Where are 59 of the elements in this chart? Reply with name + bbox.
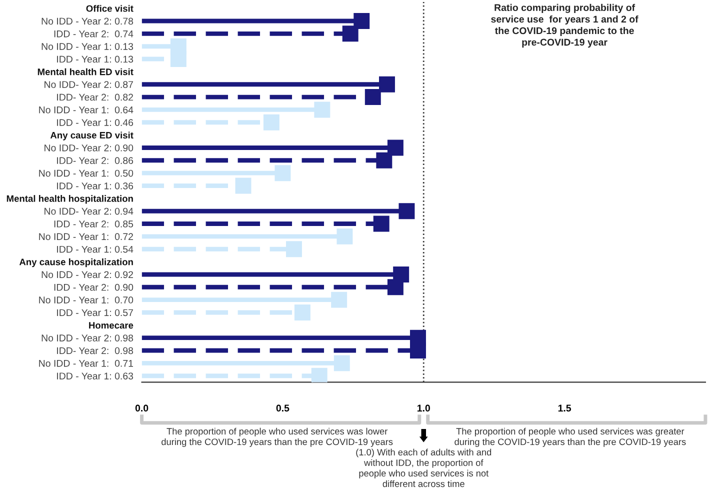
y-tick-label: IDD - Year 1: 0.54 (57, 246, 134, 253)
point (379, 76, 395, 92)
y-tick-label: IDD - Year 1: 0.63 (57, 372, 134, 380)
y-tick-label: Mental health ED visit (38, 68, 134, 76)
y-tick-label: No IDD - Year 2: 0.98 (42, 334, 134, 342)
y-tick-label: Mental health hospitalization (6, 195, 133, 204)
point (235, 178, 252, 194)
point (376, 152, 392, 168)
text: The proportion of people who used services was greater during the COVID-19 years than the pre COVID-19 years (454, 428, 686, 447)
y-tick-label: No IDD - Year 1: 0.70 (39, 296, 134, 304)
point (398, 203, 415, 220)
y-tick-label: Office visit (86, 4, 134, 12)
y-tick-label: No IDD - Year 1: 0.64 (39, 106, 134, 114)
x-tick-label: 1.5 (558, 404, 572, 412)
point (294, 304, 310, 320)
y-tick-label: IDD - Year 1: 0.13 (57, 56, 134, 63)
y-tick-label: No IDD- Year 2: 0.94 (44, 208, 134, 215)
y-tick-label: IDD - Year 2: 0.90 (54, 284, 134, 291)
point (336, 228, 353, 244)
point (387, 140, 404, 156)
y-tick-label: IDD- Year 2: 0.82 (57, 94, 133, 101)
y-tick-label: IDD - Year 2: 0.85 (54, 220, 134, 228)
y-tick-label: No IDD - Year 2: 0.78 (42, 18, 134, 25)
y-tick-label: Any cause ED visit (50, 132, 134, 140)
point (286, 241, 302, 258)
point (364, 89, 381, 106)
point (274, 165, 291, 182)
text: The proportion of people who used services was lower during the COVID-19 years than the pre COVID-19 years (162, 428, 393, 447)
point (334, 355, 350, 372)
point (170, 51, 186, 68)
x-tick-label: 0.0 (135, 404, 148, 412)
point (387, 279, 404, 296)
point (311, 368, 328, 382)
y-tick-label: Homecare (89, 322, 134, 329)
point (410, 342, 426, 358)
point (263, 114, 280, 130)
y-tick-label: No IDD- Year 2: 0.90 (44, 144, 134, 152)
y-tick-label: No IDD - Year 1: 0.50 (39, 170, 134, 177)
x-tick-label: 1.0 (417, 404, 430, 412)
text: (1.0) With each of adults with and without IDD, the proportion of people who used services is not different across time (356, 448, 492, 488)
y-tick-label: No IDD - Year 1: 0.13 (42, 43, 134, 50)
text: Ratio comparing probability of service use for years 1 and 2 of the COVID-19 pandemic to the pre-COVID-19 year (491, 4, 638, 48)
y-tick-label: No IDD- Year 2: 0.87 (44, 81, 133, 88)
y-tick-label: IDD- Year 2: 0.86 (57, 157, 134, 164)
y-tick-label: IDD - Year 1: 0.36 (57, 182, 134, 190)
y-tick-label: No IDD - Year 2: 0.92 (42, 271, 133, 278)
point (373, 216, 390, 232)
y-tick-label: Any cause hospitalization (19, 258, 133, 268)
y-tick-label: IDD - Year 1: 0.46 (57, 119, 134, 126)
point (342, 26, 358, 42)
y-tick-label: IDD - Year 2: 0.74 (54, 30, 134, 38)
y-tick-label: IDD- Year 2: 0.98 (57, 347, 134, 354)
point (354, 13, 370, 29)
y-tick-label: No IDD - Year 1: 0.72 (39, 233, 133, 240)
point (314, 102, 330, 118)
x-tick-label: 0.5 (276, 404, 290, 412)
point (331, 292, 348, 308)
y-tick-label: No IDD - Year 1: 0.71 (39, 360, 133, 367)
y-tick-label: IDD - Year 1: 0.57 (57, 309, 133, 316)
